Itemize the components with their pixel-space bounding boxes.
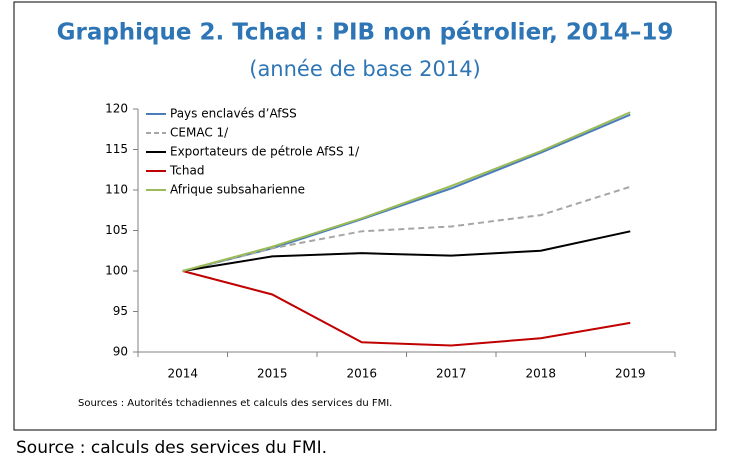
legend-label: Afrique subsaharienne [170,183,305,197]
series-line [182,185,631,272]
series-line [182,113,631,272]
y-tick-label: 115 [105,142,128,156]
x-tick-label: 2014 [167,367,198,381]
x-tick-label: 2017 [436,367,467,381]
y-tick-label: 100 [105,264,128,278]
legend-label: CEMAC 1/ [170,126,229,140]
y-tick-label: 105 [105,223,128,237]
series-line [182,270,631,347]
y-tick-label: 90 [113,345,128,359]
note: Sources : Autorités tchadiennes et calcu… [78,397,392,409]
legend-label: Exportateurs de pétrole AfSS 1/ [170,145,360,159]
x-tick-label: 2019 [615,367,646,381]
x-tick-label: 2018 [525,367,556,381]
series-line [182,230,631,272]
legend-label: Pays enclavés d’AfSS [170,107,297,121]
x-tick-label: 2016 [346,367,377,381]
x-tick-label: 2015 [257,367,288,381]
chart-subtitle: (année de base 2014) [249,57,481,81]
source: Source : calculs des services du FMI. [16,438,327,458]
series-line [182,111,631,272]
legend-label: Tchad [169,164,204,178]
chart-title: Graphique 2. Tchad : PIB non pétrolier, … [57,20,674,46]
y-tick-label: 110 [105,183,128,197]
y-tick-label: 95 [113,304,128,318]
y-tick-label: 120 [105,102,128,116]
frame [13,1,717,431]
